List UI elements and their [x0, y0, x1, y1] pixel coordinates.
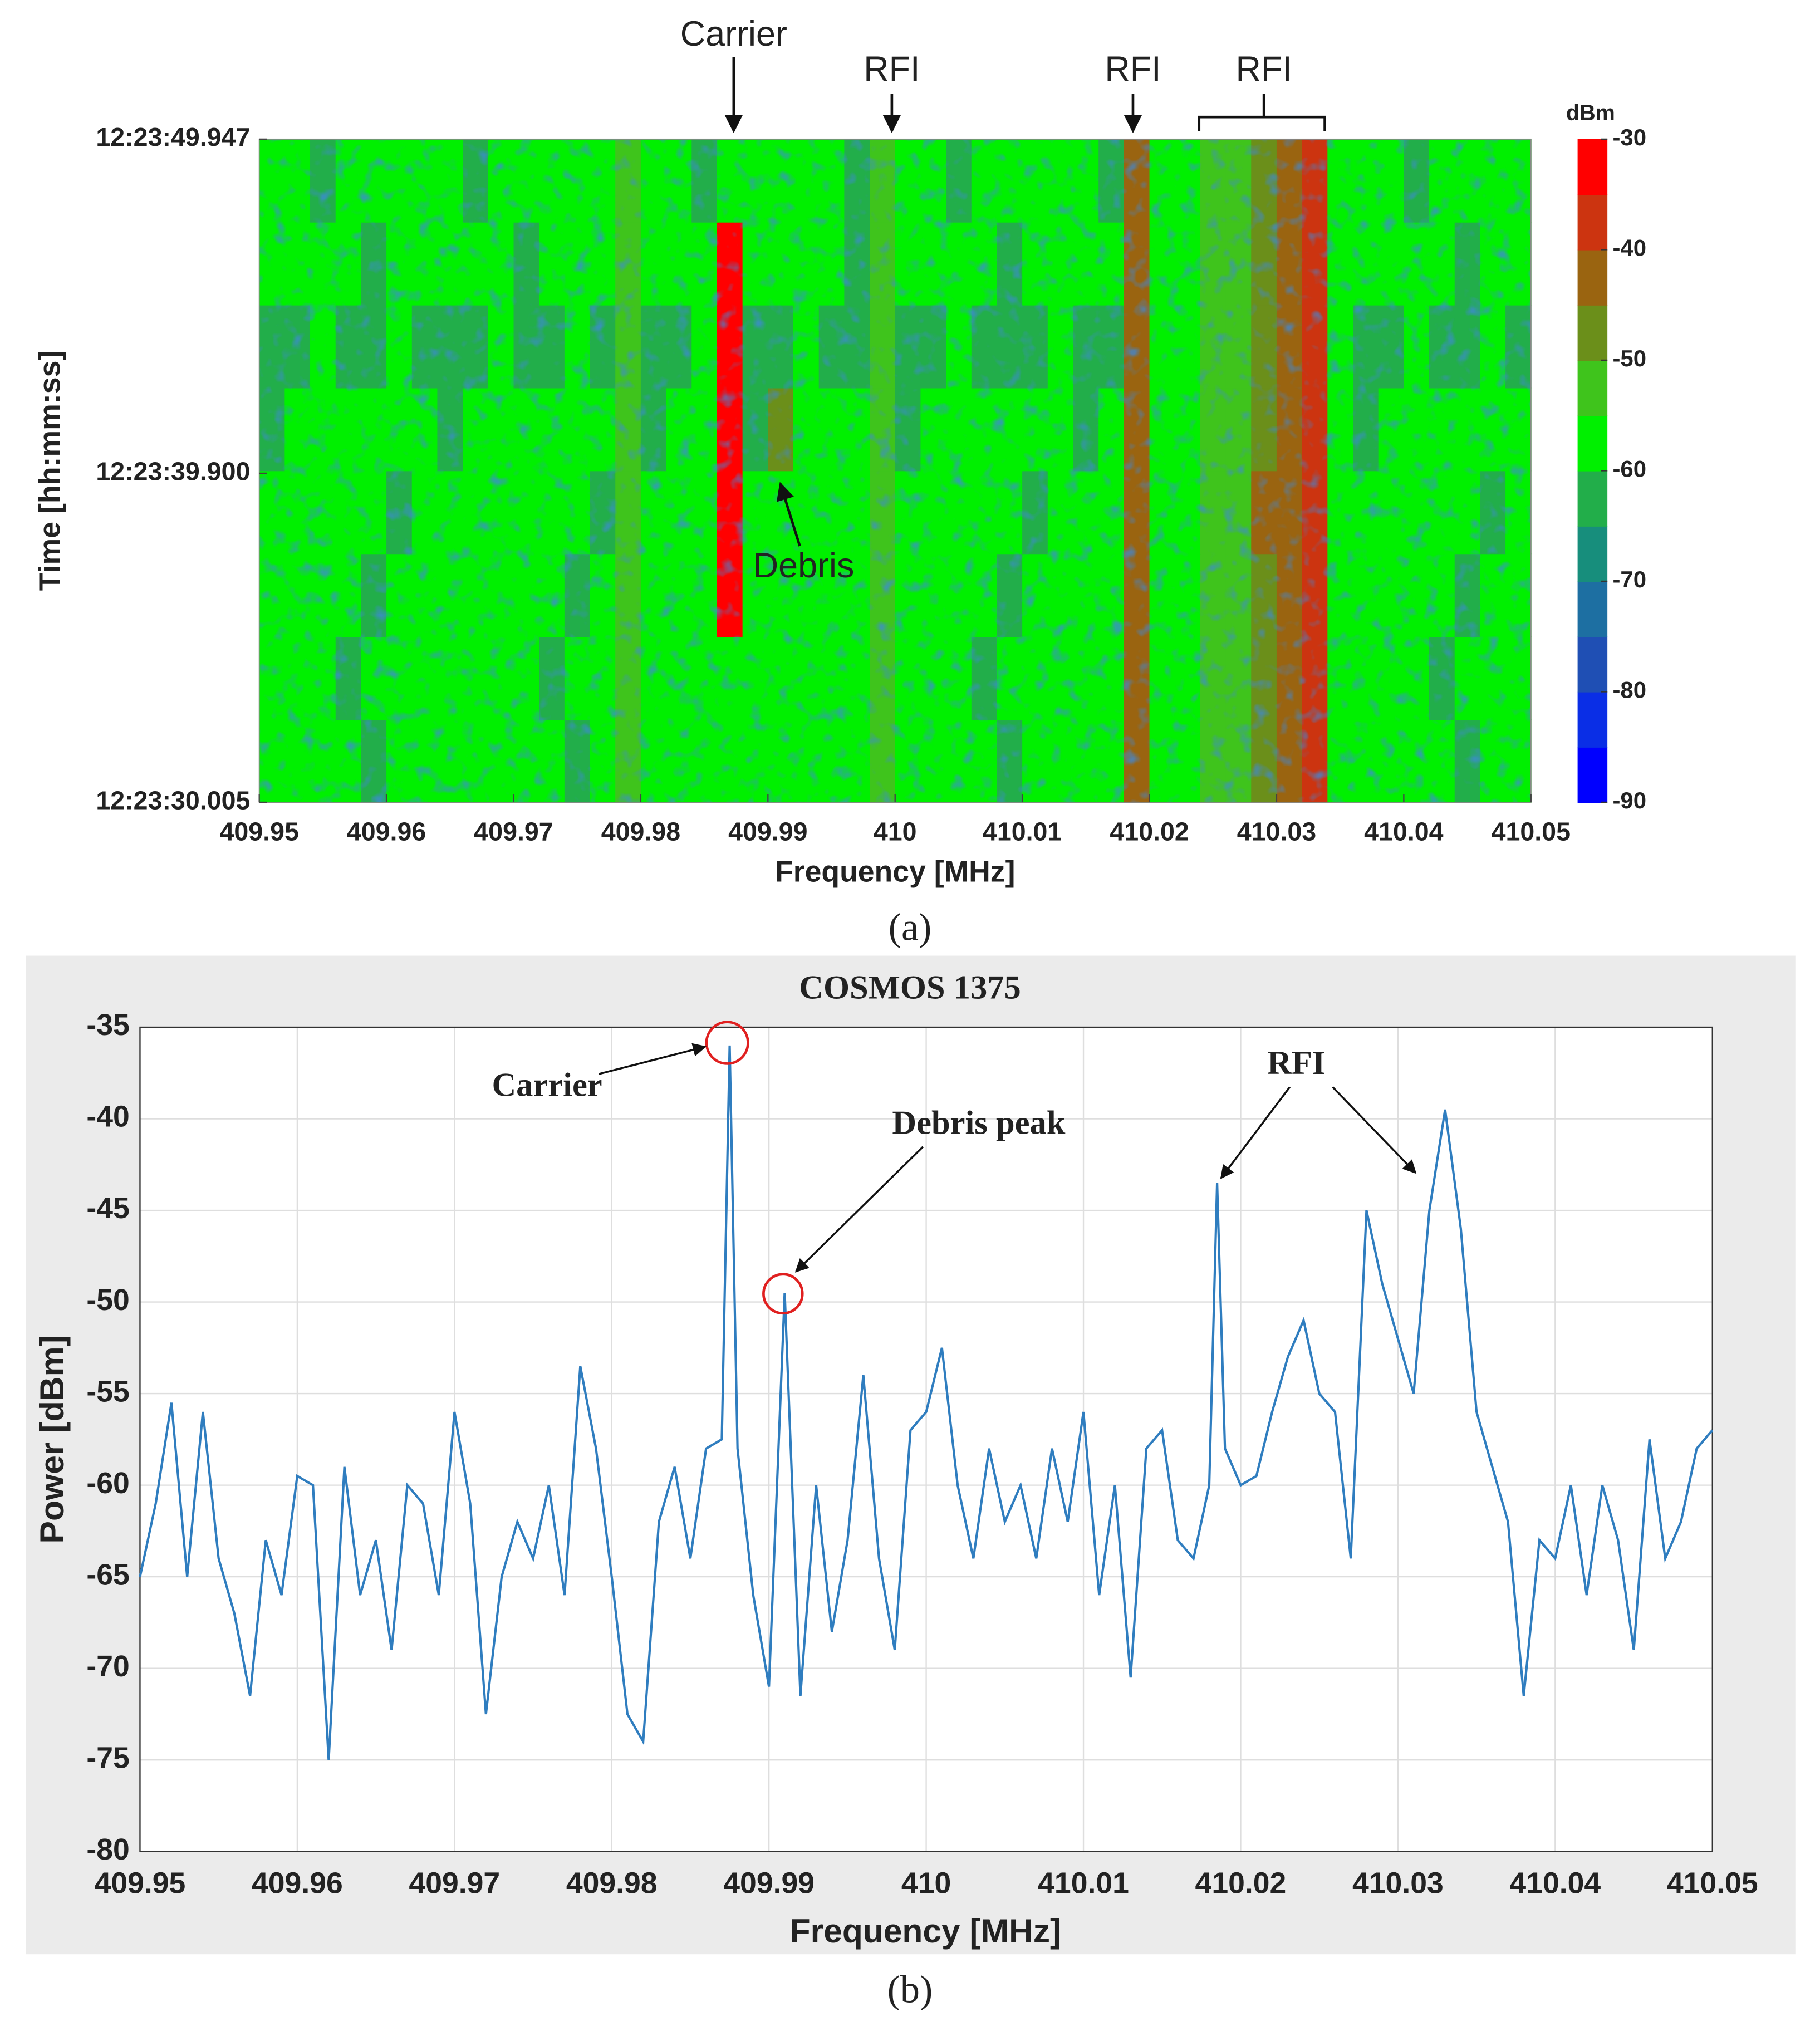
x-tick-label: 410.04 [1509, 1867, 1601, 1900]
colorbar-tick-label: -30 [1612, 124, 1646, 150]
annotation: Carrier [680, 14, 787, 53]
y-tick-label: -80 [86, 1833, 129, 1866]
colorbar-segment [1577, 415, 1608, 472]
y-tick-label: -70 [86, 1650, 129, 1683]
colorbar-segment [1577, 636, 1608, 693]
annotation-arrow [599, 1043, 707, 1075]
x-tick-label: 410.02 [1195, 1867, 1287, 1900]
annotation: Debris [753, 546, 855, 585]
y-tick-label: -35 [86, 1008, 129, 1042]
x-axis-label: Frequency [MHz] [790, 1912, 1062, 1950]
colorbar-segment [1577, 249, 1608, 306]
colorbar-label: dBm [1566, 101, 1615, 125]
x-tick-label: 409.99 [723, 1867, 815, 1900]
y-tick-label: -55 [86, 1375, 129, 1408]
colorbar-tick-label: -40 [1612, 234, 1646, 261]
colorbar-segment [1577, 305, 1608, 361]
x-tick-label: 409.96 [347, 817, 426, 846]
colorbar-segment [1577, 139, 1608, 195]
colorbar-segment [1577, 470, 1608, 527]
x-tick-label: 409.99 [728, 817, 807, 846]
y-tick-label: -60 [86, 1466, 129, 1500]
x-tick-label: 410.03 [1237, 817, 1316, 846]
y-axis-label: Time [hh:mm:ss] [33, 351, 66, 591]
annotation: Debris peak [892, 1104, 1065, 1141]
annotation-arrow [776, 482, 801, 547]
power-line [139, 1045, 1714, 1760]
x-tick-label: 409.98 [566, 1867, 658, 1900]
x-tick-label: 409.98 [601, 817, 680, 846]
chart-title: COSMOS 1375 [799, 969, 1021, 1006]
colorbar-segment [1577, 691, 1608, 748]
annotation-bracket [1198, 94, 1326, 131]
x-tick-label: 410.04 [1364, 817, 1443, 846]
y-tick-label: -75 [86, 1741, 129, 1774]
colorbar-tick-label: -80 [1612, 677, 1646, 703]
annotation-arrow [1220, 1086, 1291, 1179]
colorbar-tick-label: -90 [1612, 787, 1646, 813]
x-tick-label: 410.01 [983, 817, 1062, 846]
x-tick-label: 409.95 [95, 1867, 186, 1900]
y-tick-label: -45 [86, 1191, 129, 1225]
colorbar-tick-label: -50 [1612, 345, 1646, 371]
x-axis-label: Frequency [MHz] [775, 855, 1015, 889]
colorbar-tick-label: -70 [1612, 566, 1646, 592]
highlight-circle [762, 1273, 804, 1315]
annotation: RFI [864, 50, 920, 89]
annotation: RFI [1105, 50, 1161, 89]
x-tick-label: 409.96 [252, 1867, 343, 1900]
caption: (a) [889, 906, 932, 949]
y-axis-label: Power [dBm] [33, 1335, 71, 1543]
x-tick-label: 410 [901, 1867, 951, 1900]
y-tick-label: -50 [86, 1283, 129, 1317]
x-tick-label: 410.05 [1667, 1867, 1758, 1900]
colorbar-segment [1577, 360, 1608, 416]
colorbar-segment [1577, 194, 1608, 251]
caption: (b) [887, 1968, 933, 2011]
colorbar-segment [1577, 747, 1608, 803]
x-tick-label: 409.97 [474, 817, 553, 846]
colorbar-tick-label: -60 [1612, 455, 1646, 482]
noise-texture [259, 139, 1531, 802]
x-tick-label: 410.03 [1352, 1867, 1444, 1900]
y-tick-label: 12:23:39.900 [96, 457, 250, 485]
x-tick-label: 410 [874, 817, 917, 846]
annotation: RFI [1267, 1044, 1325, 1082]
colorbar-segment [1577, 581, 1608, 637]
plot-frame [139, 1026, 1713, 1852]
annotation-arrow [1332, 1086, 1417, 1174]
x-tick-label: 409.95 [219, 817, 298, 846]
y-tick-label: -40 [86, 1100, 129, 1134]
annotation: RFI [1236, 50, 1292, 89]
x-tick-label: 410.01 [1038, 1867, 1129, 1900]
annotation-arrow [794, 1146, 924, 1273]
x-tick-label: 410.02 [1110, 817, 1189, 846]
annotation: Carrier [492, 1067, 602, 1104]
x-tick-label: 409.97 [409, 1867, 500, 1900]
y-tick-label: -65 [86, 1558, 129, 1591]
highlight-circle [705, 1021, 749, 1065]
y-tick-label: 12:23:30.005 [96, 786, 250, 815]
colorbar-segment [1577, 526, 1608, 582]
y-tick-label: 12:23:49.947 [96, 122, 250, 151]
x-tick-label: 410.05 [1492, 817, 1571, 846]
